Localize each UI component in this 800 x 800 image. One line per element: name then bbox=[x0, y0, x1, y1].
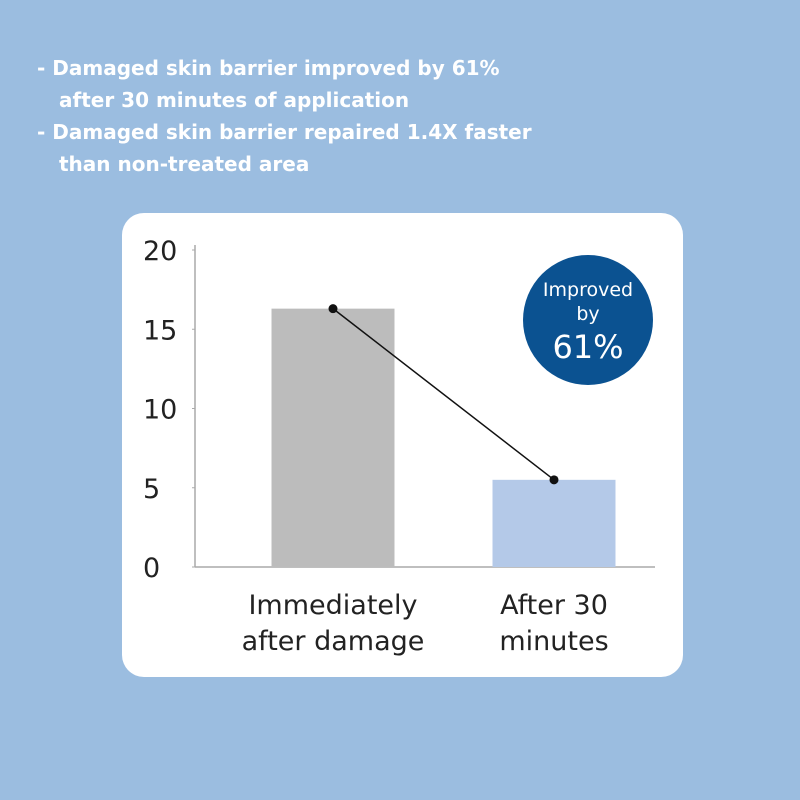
y-tick-label: 10 bbox=[143, 395, 177, 426]
badge-value: 61% bbox=[552, 328, 623, 366]
connector-line bbox=[332, 308, 555, 481]
note-line: than non-treated area bbox=[59, 152, 310, 176]
notes: - Damaged skin barrier improved by 61% a… bbox=[37, 52, 532, 180]
note-line: - Damaged skin barrier improved by 61% bbox=[37, 56, 500, 80]
note-line: - Damaged skin barrier repaired 1.4X fas… bbox=[37, 120, 532, 144]
connector-dot bbox=[328, 304, 338, 314]
y-tick-label: 20 bbox=[143, 236, 177, 267]
badge bbox=[523, 255, 653, 385]
x-tick-label: Immediately after damage bbox=[241, 590, 425, 657]
bar bbox=[271, 308, 395, 567]
y-tick-label: 15 bbox=[143, 315, 177, 346]
badge-text: by bbox=[576, 303, 599, 325]
x-tick-label: After 30 minutes bbox=[499, 590, 609, 657]
y-tick-label: 0 bbox=[143, 553, 160, 584]
badge-text: Improved bbox=[543, 279, 633, 301]
note-line: after 30 minutes of application bbox=[59, 88, 410, 112]
y-tick-label: 5 bbox=[143, 474, 160, 505]
bar bbox=[492, 479, 616, 567]
connector-dot bbox=[549, 475, 559, 485]
